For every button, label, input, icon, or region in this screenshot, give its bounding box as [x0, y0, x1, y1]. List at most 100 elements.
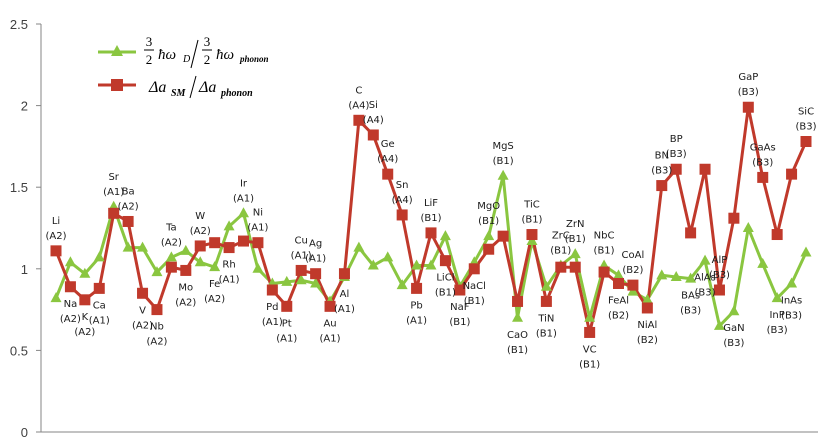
data-point-square [194, 240, 206, 252]
data-point-triangle [670, 270, 682, 281]
data-point-square [454, 284, 466, 296]
material-structure: (B1) [579, 359, 600, 370]
point-label-ag: Ag (A1) [305, 239, 326, 265]
material-structure: (B3) [695, 288, 716, 299]
point-label-ca: Ca (A1) [89, 300, 110, 326]
legend1-hw-b: ħω [216, 47, 234, 63]
data-point-triangle [685, 272, 697, 283]
material-structure: (A2) [60, 314, 81, 325]
data-point-triangle [165, 251, 177, 262]
material-structure: (B2) [622, 265, 643, 276]
data-point-square [800, 136, 812, 148]
material-name: Pt [282, 318, 292, 329]
data-point-square [281, 300, 293, 312]
material-structure: (B3) [666, 149, 687, 160]
data-point-triangle [425, 259, 437, 270]
material-name: Au [323, 318, 336, 329]
material-name: NaF [450, 302, 470, 313]
material-structure: (B1) [507, 345, 528, 356]
point-label-ba: Ba (A2) [118, 186, 139, 212]
data-point-triangle [569, 248, 581, 259]
material-structure: (B3) [680, 306, 701, 317]
material-name: MgO [477, 201, 500, 212]
material-name: Mo [178, 282, 193, 293]
material-name: ZrN [566, 219, 584, 230]
data-point-square [483, 243, 495, 255]
material-structure: (A4) [363, 115, 384, 126]
data-point-triangle [540, 280, 552, 291]
data-point-triangle [50, 292, 62, 303]
material-name: Li [52, 216, 60, 227]
material-structure: (A4) [377, 154, 398, 165]
data-point-square [555, 261, 567, 273]
point-label-ir: Ir (A1) [233, 178, 254, 204]
material-structure: (B3) [723, 338, 744, 349]
material-structure: (A2) [161, 237, 182, 248]
point-label-mgo: MgO (B1) [477, 201, 500, 227]
point-label-gaas: GaAs (B3) [750, 142, 776, 168]
legend1-sub-d: D [182, 54, 191, 65]
legend2-delta-a-b: Δa [198, 79, 216, 96]
data-point-triangle [367, 259, 379, 270]
data-point-triangle [483, 230, 495, 241]
data-point-square [353, 114, 365, 126]
data-point-triangle [180, 244, 192, 255]
data-point-triangle [526, 235, 538, 246]
material-name: Nb [150, 322, 164, 333]
data-point-triangle [137, 241, 149, 252]
legend-item-debye-ratio: 3 2 ħω D 3 2 ħω phonon [98, 34, 269, 69]
material-structure: (A4) [348, 100, 369, 111]
data-point-square [468, 263, 480, 275]
point-label-zrn: ZrN (B1) [565, 219, 586, 245]
data-point-square [310, 268, 322, 280]
point-label-coal: CoAl (B2) [622, 250, 645, 276]
material-structure: (B1) [464, 296, 485, 307]
legend2-slash [189, 75, 197, 99]
data-point-square [656, 180, 668, 192]
material-structure: (A1) [291, 250, 312, 261]
material-structure: (A2) [146, 337, 167, 348]
point-label-mgs: MgS (B1) [492, 141, 513, 167]
data-point-square [613, 277, 624, 289]
y-tick-labels: 0 0.5 1 1.5 2 2.5 [10, 17, 41, 440]
data-point-square [526, 229, 538, 241]
material-structure: (B1) [435, 288, 456, 299]
material-labels: Li(A2)Na(A2) K(A2)Ca(A1)Sr(A1)Ba(A2)V(A2)… [45, 72, 816, 370]
point-label-w: W (A2) [190, 211, 211, 237]
data-point-square [209, 237, 221, 249]
material-name: TiC [523, 200, 540, 211]
data-point-square [93, 282, 105, 294]
data-point-triangle [194, 256, 206, 267]
data-point-square [786, 168, 798, 180]
data-point-triangle [93, 251, 105, 262]
data-point-square [367, 129, 379, 141]
data-point-triangle [382, 251, 394, 262]
point-label-bas: BAs (B3) [680, 291, 701, 317]
data-point-triangle [771, 292, 783, 303]
legend1-hw-a: ħω [158, 47, 176, 63]
material-structure: (B3) [795, 122, 816, 133]
data-point-square [266, 284, 278, 296]
data-point-triangle [151, 266, 163, 277]
material-name: NbC [594, 231, 615, 242]
material-structure: (A1) [320, 333, 341, 344]
data-point-square [50, 245, 62, 257]
material-structure: (B3) [752, 157, 773, 168]
point-label-sn: Sn (A4) [392, 180, 413, 206]
series-markers [50, 101, 812, 338]
material-structure: (A1) [305, 254, 326, 265]
data-point-triangle [641, 293, 653, 304]
data-point-triangle [656, 269, 668, 280]
data-point-square [425, 227, 437, 239]
material-name: LiF [424, 198, 438, 209]
material-name: AlP [712, 255, 728, 266]
material-name: Fe [209, 279, 220, 290]
material-name: InP [769, 310, 784, 321]
legend1-num-a: 3 [146, 34, 153, 49]
point-label-sr: Sr (A1) [103, 172, 124, 198]
data-point-triangle [713, 319, 725, 330]
material-name: V [139, 305, 146, 316]
material-structure: (A2) [190, 226, 211, 237]
material-structure: (B1) [594, 246, 615, 257]
material-structure: (A2) [204, 294, 225, 305]
